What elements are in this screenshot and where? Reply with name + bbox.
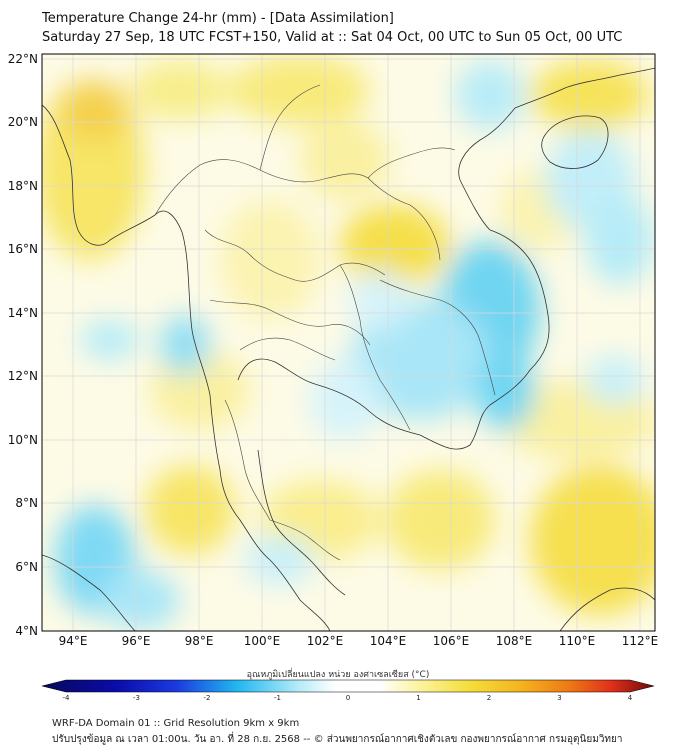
footer-model-info: WRF-DA Domain 01 :: Grid Resolution 9km … bbox=[52, 718, 300, 729]
lat-tick-label: 4°N bbox=[15, 624, 38, 638]
lon-tick-label: 110°E bbox=[559, 634, 596, 648]
colorbar-tick: 2 bbox=[487, 694, 491, 702]
forecast-map: 22°N 20°N 18°N 16°N 14°N 12°N 10°N 8°N 6… bbox=[8, 52, 659, 702]
lon-tick-label: 102°E bbox=[307, 634, 344, 648]
lon-tick-label: 96°E bbox=[122, 634, 151, 648]
colorbar-tick: -4 bbox=[63, 694, 71, 702]
lon-tick-label: 106°E bbox=[433, 634, 470, 648]
colorbar-gradient bbox=[41, 679, 655, 693]
lon-tick-label: 104°E bbox=[370, 634, 407, 648]
lat-tick-label: 10°N bbox=[8, 433, 38, 447]
colorbar-tick: -2 bbox=[204, 694, 211, 702]
lon-tick-label: 100°E bbox=[244, 634, 281, 648]
colorbar-tick: 4 bbox=[628, 694, 633, 702]
lon-ticks: 94°E 96°E 98°E 100°E 102°E 104°E 106°E 1… bbox=[59, 634, 659, 648]
colorbar-tick: 1 bbox=[416, 694, 420, 702]
graticule bbox=[42, 54, 655, 631]
lon-tick-label: 112°E bbox=[622, 634, 659, 648]
lon-tick-label: 94°E bbox=[59, 634, 88, 648]
lon-tick-label: 98°E bbox=[185, 634, 214, 648]
map-frame bbox=[41, 53, 656, 632]
lat-tick-label: 18°N bbox=[8, 179, 38, 193]
lat-tick-label: 20°N bbox=[8, 115, 38, 129]
temperature-field bbox=[42, 54, 655, 631]
lat-tick-label: 8°N bbox=[15, 496, 38, 510]
lon-tick-label: 108°E bbox=[496, 634, 533, 648]
colorbar-tick: 3 bbox=[557, 694, 561, 702]
lat-ticks: 22°N 20°N 18°N 16°N 14°N 12°N 10°N 8°N 6… bbox=[8, 52, 38, 638]
lat-tick-label: 16°N bbox=[8, 242, 38, 256]
colorbar: -4 -3 -2 -1 0 1 2 3 4 bbox=[41, 679, 655, 702]
colorbar-tick: 0 bbox=[346, 694, 350, 702]
map-subtitle: Saturday 27 Sep, 18 UTC FCST+150, Valid … bbox=[42, 30, 623, 45]
admin-borders bbox=[154, 84, 496, 561]
lat-tick-label: 14°N bbox=[8, 306, 38, 320]
colorbar-tick: -1 bbox=[274, 694, 281, 702]
lat-tick-label: 22°N bbox=[8, 52, 38, 66]
lat-tick-label: 12°N bbox=[8, 369, 38, 383]
footer-credit: ปรับปรุงข้อมูล ณ เวลา 01:00น. วัน อา. ที… bbox=[52, 734, 623, 745]
map-title: Temperature Change 24-hr (mm) - [Data As… bbox=[42, 11, 394, 26]
colorbar-label: อุณหภูมิเปลี่ยนแปลง หน่วย องศาเซลเซียส (… bbox=[246, 670, 430, 680]
coastlines bbox=[42, 67, 655, 631]
lat-tick-label: 6°N bbox=[15, 560, 38, 574]
colorbar-tick: -3 bbox=[133, 694, 140, 702]
